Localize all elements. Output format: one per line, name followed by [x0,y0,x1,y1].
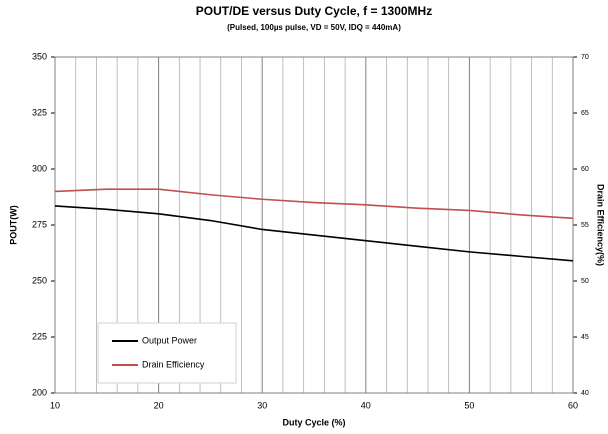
chart-title: POUT/DE versus Duty Cycle, f = 1300MHz [196,4,432,18]
legend-label: Drain Efficiency [142,359,205,369]
x-tick-label: 50 [464,400,474,410]
series-line [54,205,574,262]
x-axis-label: Duty Cycle (%) [282,417,345,427]
chart-subtitle: (Pulsed, 100µs pulse, VD = 50V, IDQ = 44… [227,23,401,32]
y2-tick-label: 65 [581,110,589,117]
y2-tick-label: 40 [581,390,589,397]
y-tick-label: 325 [32,107,47,117]
x-tick-label: 60 [568,400,578,410]
y2-tick-label: 60 [581,166,589,173]
y-axis-label: POUT(W) [8,205,18,245]
y-tick-label: 350 [32,51,47,61]
x-tick-label: 40 [361,400,371,410]
y2-tick-label: 55 [581,222,589,229]
y-tick-label: 275 [32,219,47,229]
y2-tick-label: 70 [581,54,589,61]
series-line [54,188,574,220]
legend-box [97,322,237,384]
x-tick-label: 20 [154,400,164,410]
y-tick-label: 225 [32,331,47,341]
x-tick-label: 10 [50,400,60,410]
x-tick-label: 30 [257,400,267,410]
plot-frame [54,56,574,394]
y2-tick-label: 50 [581,278,589,285]
y2-tick-label: 45 [581,334,589,341]
y2-axis-label: Drain Efficiency(%) [596,184,606,266]
y-tick-label: 200 [32,387,47,397]
y-tick-label: 250 [32,275,47,285]
legend-label: Output Power [142,335,197,345]
y-tick-label: 300 [32,163,47,173]
